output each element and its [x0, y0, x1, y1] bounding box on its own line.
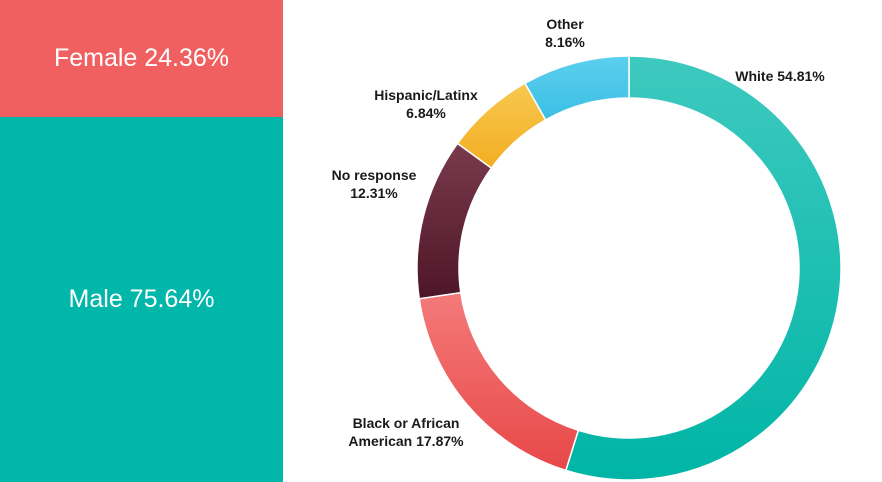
- donut-label-line: 12.31%: [350, 185, 398, 201]
- donut-label-line: White 54.81%: [735, 68, 825, 84]
- bar-segment-male: Male 75.64%: [0, 117, 283, 482]
- donut-slice-other: [523, 55, 630, 121]
- donut-label-line: American 17.87%: [348, 433, 464, 449]
- donut-label-black-african-american: Black or African American 17.87%: [348, 414, 463, 450]
- donut-label-no-response: No response 12.31%: [332, 166, 417, 202]
- donut-label-line: Black or African: [352, 415, 460, 431]
- donut-label-white: White 54.81%: [735, 67, 824, 85]
- donut-label-line: No response: [331, 167, 417, 183]
- bar-segment-female: Female 24.36%: [0, 0, 283, 117]
- donut-label-line: 6.84%: [406, 105, 446, 121]
- donut-label-line: Other: [546, 16, 584, 32]
- ethnicity-donut-chart: [416, 55, 842, 481]
- donut-label-line: Hispanic/Latinx: [374, 87, 478, 103]
- donut-slice-no-response: [416, 142, 493, 300]
- donut-label-hispanic-latinx: Hispanic/Latinx 6.84%: [374, 86, 477, 122]
- gender-stacked-bar: Female 24.36% Male 75.64%: [0, 0, 283, 482]
- bar-label-female: Female 24.36%: [53, 44, 230, 72]
- donut-label-line: 8.16%: [545, 34, 585, 50]
- donut-slice-white: [564, 55, 842, 481]
- donut-label-other: Other 8.16%: [545, 15, 585, 51]
- bar-label-male: Male 75.64%: [68, 285, 215, 313]
